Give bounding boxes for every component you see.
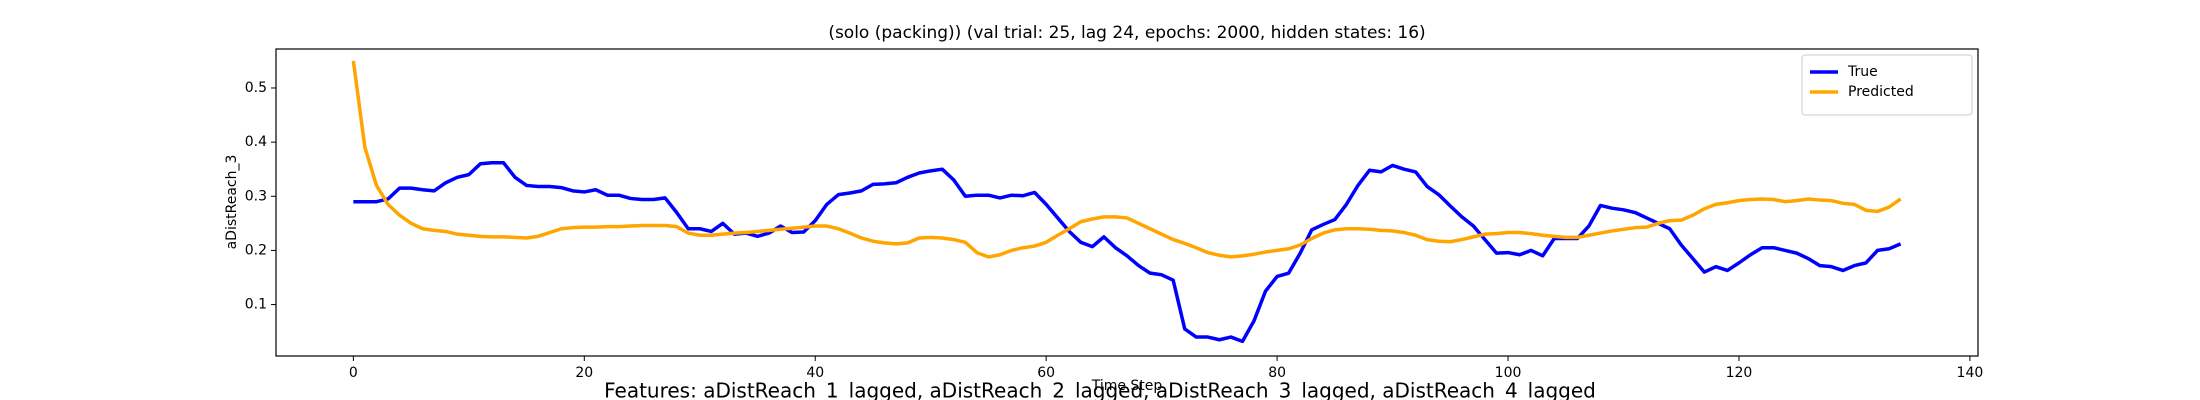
legend-label: True (1847, 64, 1878, 80)
x-tick-label: 0 (349, 365, 358, 381)
x-tick-label: 100 (1495, 365, 1522, 381)
y-tick-label: 0.5 (245, 80, 267, 96)
legend-label: Predicted (1848, 84, 1914, 100)
x-tick-label: 20 (575, 365, 593, 381)
y-tick-label: 0.2 (245, 242, 267, 258)
series-line (351, 60, 1902, 259)
axes-frame (275, 48, 1979, 357)
x-tick-label: 40 (806, 365, 824, 381)
chart-title: (solo (packing)) (val trial: 25, lag 24,… (828, 23, 1425, 43)
y-axis-label: aDistReach_3 (224, 155, 240, 250)
x-axis-label: Time Step (1091, 378, 1163, 394)
x-tick-label: 60 (1037, 365, 1055, 381)
x-tick-label: 80 (1268, 365, 1286, 381)
caption: Features: aDistReach_1_lagged, aDistReac… (604, 379, 1596, 400)
y-tick-label: 0.4 (245, 134, 267, 150)
x-tick-label: 140 (1957, 365, 1984, 381)
series-line (353, 160, 1902, 344)
y-tick-label: 0.3 (245, 188, 267, 204)
x-tick-label: 120 (1726, 365, 1753, 381)
legend-box (1801, 54, 1973, 116)
y-tick-label: 0.1 (245, 297, 267, 313)
